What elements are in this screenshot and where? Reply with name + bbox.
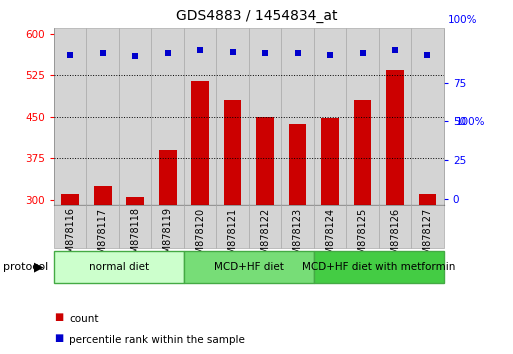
Text: 100%: 100% <box>448 15 477 25</box>
FancyBboxPatch shape <box>314 205 346 248</box>
Text: GSM878118: GSM878118 <box>130 207 140 267</box>
FancyBboxPatch shape <box>346 205 379 248</box>
Bar <box>346 28 379 205</box>
Text: GSM878125: GSM878125 <box>358 207 367 267</box>
Bar <box>54 28 86 205</box>
Text: GSM878119: GSM878119 <box>163 207 172 267</box>
Bar <box>224 100 242 354</box>
Point <box>359 50 367 56</box>
Bar <box>184 28 216 205</box>
Bar <box>314 28 346 205</box>
FancyBboxPatch shape <box>54 205 86 248</box>
Point <box>423 52 431 58</box>
Bar <box>289 124 306 354</box>
FancyBboxPatch shape <box>54 251 184 283</box>
Bar <box>353 100 371 354</box>
Bar <box>379 28 411 205</box>
Text: GSM878121: GSM878121 <box>228 207 238 267</box>
Bar <box>94 186 111 354</box>
Text: GSM878120: GSM878120 <box>195 207 205 267</box>
FancyBboxPatch shape <box>184 205 216 248</box>
Text: ■: ■ <box>54 333 63 343</box>
Text: GSM878127: GSM878127 <box>423 207 432 267</box>
Y-axis label: 100%: 100% <box>456 117 485 127</box>
Text: GSM878126: GSM878126 <box>390 207 400 267</box>
FancyBboxPatch shape <box>216 205 249 248</box>
Text: GSM878122: GSM878122 <box>260 207 270 267</box>
Text: MCD+HF diet: MCD+HF diet <box>214 262 284 272</box>
Point <box>391 47 399 53</box>
Point <box>66 52 74 58</box>
Bar <box>119 28 151 205</box>
Bar <box>86 28 119 205</box>
FancyBboxPatch shape <box>411 205 444 248</box>
Text: GDS4883 / 1454834_at: GDS4883 / 1454834_at <box>176 9 337 23</box>
Text: percentile rank within the sample: percentile rank within the sample <box>69 335 245 345</box>
Text: protocol: protocol <box>3 262 48 272</box>
Text: MCD+HF diet with metformin: MCD+HF diet with metformin <box>302 262 456 272</box>
FancyBboxPatch shape <box>151 205 184 248</box>
Point <box>98 50 107 56</box>
Bar <box>159 150 176 354</box>
Point <box>131 53 139 59</box>
Text: normal diet: normal diet <box>89 262 149 272</box>
Bar <box>151 28 184 205</box>
FancyBboxPatch shape <box>184 251 314 283</box>
Bar <box>191 81 209 354</box>
Point <box>164 50 172 56</box>
Point <box>261 50 269 56</box>
Text: GSM878117: GSM878117 <box>97 207 108 267</box>
Point <box>228 49 236 55</box>
FancyBboxPatch shape <box>281 205 314 248</box>
Bar <box>216 28 249 205</box>
Bar <box>281 28 314 205</box>
Point <box>326 52 334 58</box>
Text: ■: ■ <box>54 312 63 322</box>
FancyBboxPatch shape <box>86 205 119 248</box>
Text: GSM878124: GSM878124 <box>325 207 335 267</box>
FancyBboxPatch shape <box>314 251 444 283</box>
Point <box>196 47 204 53</box>
Bar <box>256 117 274 354</box>
Bar <box>411 28 444 205</box>
Bar <box>61 194 79 354</box>
FancyBboxPatch shape <box>249 205 281 248</box>
Point <box>293 50 302 56</box>
Bar <box>419 194 437 354</box>
Text: count: count <box>69 314 99 324</box>
FancyBboxPatch shape <box>119 205 151 248</box>
Text: GSM878116: GSM878116 <box>65 207 75 267</box>
Bar <box>321 119 339 354</box>
Bar <box>386 70 404 354</box>
Bar <box>249 28 281 205</box>
Text: GSM878123: GSM878123 <box>292 207 303 267</box>
Text: ▶: ▶ <box>34 261 43 274</box>
FancyBboxPatch shape <box>379 205 411 248</box>
Bar <box>126 197 144 354</box>
